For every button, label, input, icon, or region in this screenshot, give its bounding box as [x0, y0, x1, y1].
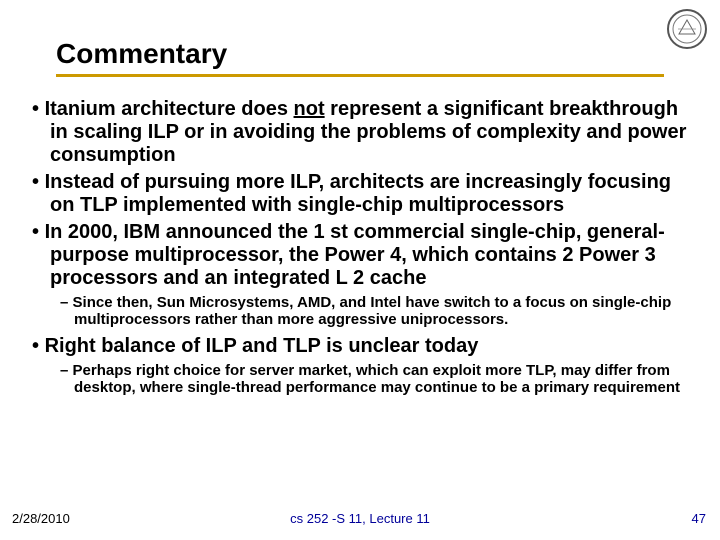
bullet-3-sub-1: Since then, Sun Microsystems, AMD, and I… [56, 294, 692, 329]
footer-page-number: 47 [692, 511, 706, 526]
footer-center: cs 252 -S 11, Lecture 11 [0, 511, 720, 526]
slide: Commentary Itanium architecture does not… [0, 0, 720, 540]
bullet-list: Itanium architecture does not represent … [28, 98, 692, 290]
slide-body: Itanium architecture does not represent … [28, 98, 692, 402]
bullet-3: In 2000, IBM announced the 1 st commerci… [28, 221, 692, 290]
title-block: Commentary [56, 38, 664, 77]
bullet-3-sublist: Since then, Sun Microsystems, AMD, and I… [56, 294, 692, 329]
bullet-list-2: Right balance of ILP and TLP is unclear … [28, 335, 692, 358]
bullet-1-not: not [294, 98, 325, 120]
bullet-2: Instead of pursuing more ILP, architects… [28, 171, 692, 217]
bullet-1-pre: Itanium architecture does [45, 98, 294, 120]
bullet-4-sub-1: Perhaps right choice for server market, … [56, 362, 692, 397]
title-underline [56, 74, 664, 77]
bullet-4: Right balance of ILP and TLP is unclear … [28, 335, 692, 358]
bullet-1: Itanium architecture does not represent … [28, 98, 692, 167]
university-seal-icon [666, 8, 708, 50]
bullet-4-sublist: Perhaps right choice for server market, … [56, 362, 692, 397]
slide-title: Commentary [56, 38, 664, 72]
